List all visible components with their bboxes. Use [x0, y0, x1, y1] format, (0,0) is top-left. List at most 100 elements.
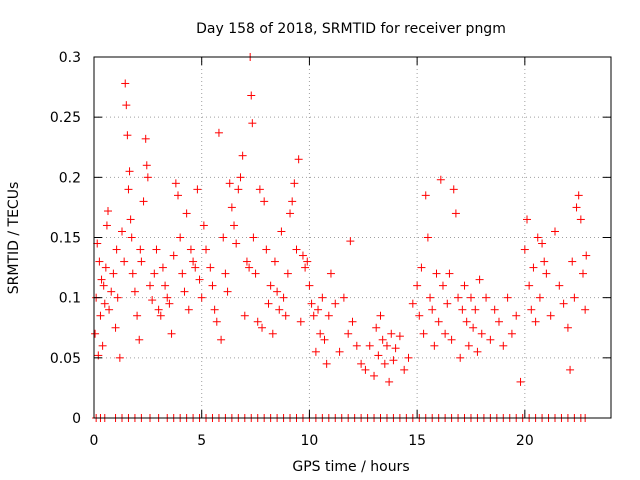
data-point — [438, 281, 447, 290]
data-point — [503, 293, 512, 302]
y-tick-label: 0 — [72, 411, 81, 427]
data-point — [217, 335, 226, 344]
data-point — [206, 263, 215, 272]
data-point — [167, 329, 176, 338]
data-point — [135, 335, 144, 344]
x-tick-label: 5 — [197, 433, 206, 449]
data-point — [434, 317, 443, 326]
data-point — [292, 245, 301, 254]
data-point — [382, 341, 391, 350]
data-point — [161, 281, 170, 290]
x-tick-label: 15 — [408, 433, 426, 449]
data-point — [251, 269, 260, 278]
data-point — [249, 233, 258, 242]
data-point — [214, 128, 223, 137]
data-point — [400, 365, 409, 374]
data-point — [264, 299, 273, 308]
data-point — [169, 251, 178, 260]
data-point — [247, 91, 256, 100]
data-point — [127, 233, 136, 242]
axes-layer: 0 0.05 0.1 0.15 0.2 0.25 0.3 0 5 10 15 20 — [50, 50, 611, 449]
data-point — [520, 245, 529, 254]
y-tick-label: 0.25 — [50, 110, 81, 126]
data-point — [184, 305, 193, 314]
chart-title: Day 158 of 2018, SRMTID for receiver png… — [196, 21, 506, 37]
plot-frame — [93, 56, 612, 419]
data-point — [570, 293, 579, 302]
data-point — [426, 293, 435, 302]
data-point — [156, 311, 165, 320]
data-point — [294, 155, 303, 164]
y-tick-label: 0.2 — [59, 170, 81, 186]
data-point — [348, 317, 357, 326]
data-point — [550, 227, 559, 236]
data-point — [473, 347, 482, 356]
data-point — [531, 317, 540, 326]
data-point — [136, 245, 145, 254]
data-point — [522, 215, 531, 224]
data-point — [462, 317, 471, 326]
data-point — [193, 185, 202, 194]
data-point — [454, 293, 463, 302]
data-point — [477, 329, 486, 338]
data-point — [305, 281, 314, 290]
data-point — [100, 299, 109, 308]
data-point — [281, 311, 290, 320]
data-point — [395, 332, 404, 341]
data-point — [171, 179, 180, 188]
data-point — [542, 269, 551, 278]
data-point — [223, 287, 232, 296]
data-point — [109, 269, 118, 278]
data-point — [436, 175, 445, 184]
data-point — [533, 233, 542, 242]
data-point — [339, 293, 348, 302]
data-point — [98, 341, 107, 350]
data-point — [118, 227, 127, 236]
data-point — [199, 221, 208, 230]
data-point — [212, 317, 221, 326]
y-tick-label: 0.05 — [50, 351, 81, 367]
data-point — [208, 281, 217, 290]
x-tick-label: 0 — [90, 433, 99, 449]
data-point — [352, 341, 361, 350]
data-point — [283, 269, 292, 278]
data-point — [111, 323, 120, 332]
data-point — [322, 359, 331, 368]
data-point — [301, 263, 310, 272]
data-point — [581, 305, 590, 314]
data-point — [314, 305, 323, 314]
data-point — [277, 227, 286, 236]
x-tick-label: 10 — [301, 433, 319, 449]
data-point — [318, 293, 327, 302]
data-point — [255, 185, 264, 194]
data-point — [182, 209, 191, 218]
grid-layer — [94, 57, 611, 418]
data-point — [376, 311, 385, 320]
data-point — [387, 329, 396, 338]
data-point — [128, 269, 137, 278]
data-point — [326, 269, 335, 278]
data-point — [176, 233, 185, 242]
data-point — [130, 287, 139, 296]
data-point — [104, 207, 113, 216]
data-point — [423, 233, 432, 242]
data-point — [449, 185, 458, 194]
data-point — [221, 269, 230, 278]
data-point — [469, 323, 478, 332]
data-point — [154, 305, 163, 314]
data-point — [189, 257, 198, 266]
data-point — [245, 263, 254, 272]
data-point — [385, 377, 394, 386]
data-point — [419, 329, 428, 338]
data-point — [529, 263, 538, 272]
data-point — [391, 344, 400, 353]
data-point — [150, 269, 159, 278]
points-layer — [91, 53, 591, 422]
data-point — [538, 239, 547, 248]
data-point — [139, 197, 148, 206]
data-point — [232, 239, 241, 248]
data-point — [298, 251, 307, 260]
x-axis-label: GPS time / hours — [292, 459, 409, 475]
data-point — [568, 257, 577, 266]
data-point — [464, 341, 473, 350]
